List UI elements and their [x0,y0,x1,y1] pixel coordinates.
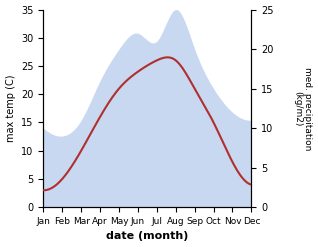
Y-axis label: max temp (C): max temp (C) [5,75,16,142]
Y-axis label: med. precipitation
(kg/m2): med. precipitation (kg/m2) [293,67,313,150]
X-axis label: date (month): date (month) [106,231,189,242]
